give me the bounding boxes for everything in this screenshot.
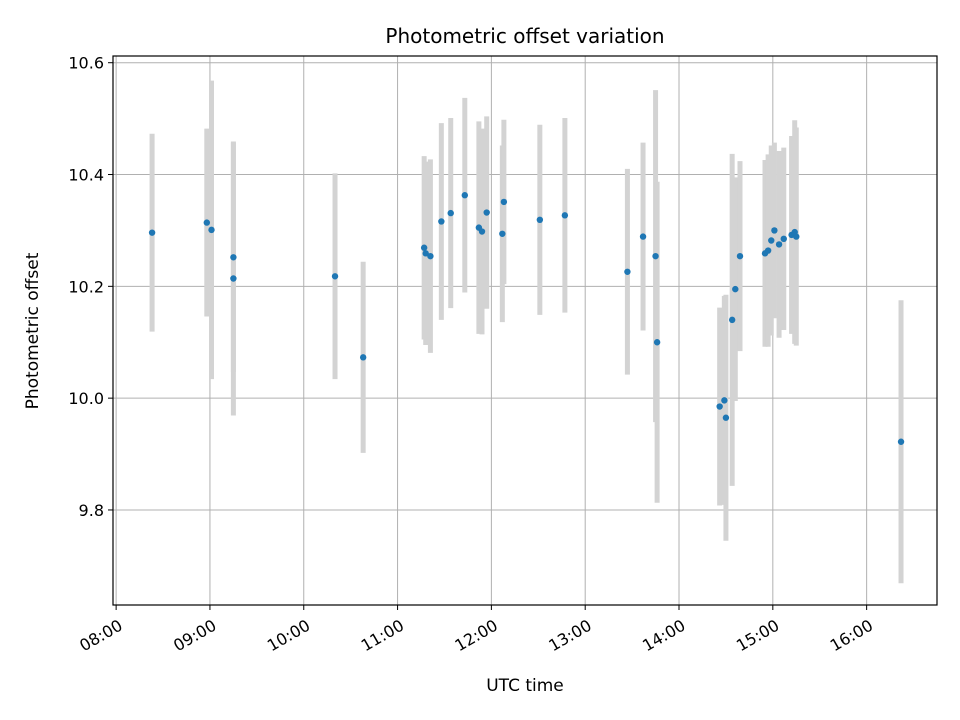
data-point [780, 235, 787, 243]
data-point [500, 198, 508, 206]
x-tick-label: 08:00 [76, 616, 125, 656]
grid [113, 56, 937, 605]
data-point [728, 316, 736, 324]
x-tick-label: 11:00 [358, 616, 407, 656]
data-point [427, 252, 434, 260]
data-point [148, 229, 156, 236]
data-point [208, 226, 215, 234]
x-tick-label: 12:00 [452, 616, 501, 656]
data-point [447, 209, 454, 217]
error-bars [149, 80, 904, 584]
data-point [203, 219, 211, 226]
y-tick-label: 10.0 [68, 389, 104, 408]
data-point [764, 247, 772, 254]
data-point [561, 212, 569, 219]
data-point [230, 254, 237, 261]
data-point [461, 192, 469, 199]
data-point [732, 285, 739, 293]
data-point [499, 230, 506, 237]
x-tick-label: 09:00 [170, 616, 219, 656]
data-point [478, 228, 486, 235]
plot-frame [112, 55, 938, 606]
x-tick-label: 14:00 [639, 616, 688, 656]
data-point [897, 438, 905, 445]
y-tick-label: 9.8 [79, 501, 104, 520]
data-point [536, 216, 544, 224]
data-point [639, 233, 647, 240]
x-tick-label: 16:00 [827, 616, 876, 656]
data-point [438, 218, 445, 225]
y-axis-label: Photometric offset [23, 252, 43, 409]
data-point [653, 339, 661, 346]
data-point [230, 275, 237, 282]
axis-ticks: 08:00 09:00 10:00 11:00 12:00 13:00 14:00 15:00… [68, 54, 876, 656]
data-point [483, 209, 490, 216]
y-tick-label: 10.2 [68, 277, 104, 296]
chart-title: Photometric offset variation [385, 24, 664, 48]
y-tick-label: 10.6 [68, 54, 104, 73]
data-point [736, 252, 744, 260]
data-point [331, 273, 339, 280]
x-tick-label: 10:00 [264, 616, 313, 656]
data-point [793, 233, 800, 240]
y-tick-label: 10.4 [68, 166, 104, 185]
data-point [722, 414, 730, 421]
data-points [148, 192, 905, 445]
data-point [420, 244, 428, 251]
data-point [359, 354, 367, 361]
data-point [721, 397, 728, 404]
data-point [768, 237, 775, 244]
x-tick-label: 15:00 [733, 616, 782, 656]
data-point [771, 227, 778, 234]
data-point [716, 403, 723, 410]
data-point [652, 252, 659, 260]
data-point [775, 241, 783, 248]
data-point [624, 268, 631, 275]
x-tick-label: 13:00 [545, 616, 594, 656]
x-axis-label: UTC time [486, 676, 564, 696]
data-point [422, 250, 429, 257]
